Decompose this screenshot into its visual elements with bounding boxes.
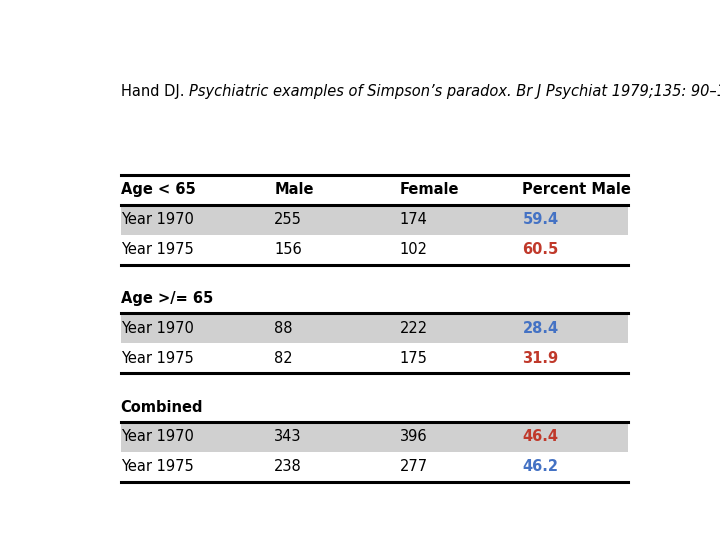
Text: 88: 88: [274, 321, 292, 336]
Text: Year 1975: Year 1975: [121, 460, 194, 474]
Text: 396: 396: [400, 429, 427, 444]
Text: Year 1975: Year 1975: [121, 242, 194, 258]
Text: 277: 277: [400, 460, 428, 474]
Text: 102: 102: [400, 242, 428, 258]
Text: 31.9: 31.9: [523, 351, 559, 366]
Text: 28.4: 28.4: [523, 321, 559, 336]
Bar: [121, 422, 629, 452]
Text: Female: Female: [400, 183, 459, 198]
Bar: [121, 313, 629, 343]
Text: Year 1970: Year 1970: [121, 429, 194, 444]
Text: 174: 174: [400, 212, 428, 227]
Text: 238: 238: [274, 460, 302, 474]
Text: Combined: Combined: [121, 400, 203, 415]
Text: 175: 175: [400, 351, 428, 366]
Text: 59.4: 59.4: [523, 212, 559, 227]
Text: 255: 255: [274, 212, 302, 227]
Text: Year 1975: Year 1975: [121, 351, 194, 366]
Text: Year 1970: Year 1970: [121, 212, 194, 227]
Text: Hand DJ.: Hand DJ.: [121, 84, 189, 98]
Bar: [121, 205, 629, 235]
Text: Percent Male: Percent Male: [523, 183, 631, 198]
Text: Age >/= 65: Age >/= 65: [121, 291, 213, 306]
Text: 222: 222: [400, 321, 428, 336]
Text: 60.5: 60.5: [523, 242, 559, 258]
Text: 343: 343: [274, 429, 302, 444]
Text: 46.4: 46.4: [523, 429, 559, 444]
Text: Year 1970: Year 1970: [121, 321, 194, 336]
Text: Male: Male: [274, 183, 314, 198]
Text: 156: 156: [274, 242, 302, 258]
Text: Age < 65: Age < 65: [121, 183, 195, 198]
Text: 82: 82: [274, 351, 293, 366]
Text: Psychiatric examples of Simpson’s paradox. Br J Psychiat 1979;135: 90–1.: Psychiatric examples of Simpson’s parado…: [189, 84, 720, 98]
Text: 46.2: 46.2: [523, 460, 559, 474]
